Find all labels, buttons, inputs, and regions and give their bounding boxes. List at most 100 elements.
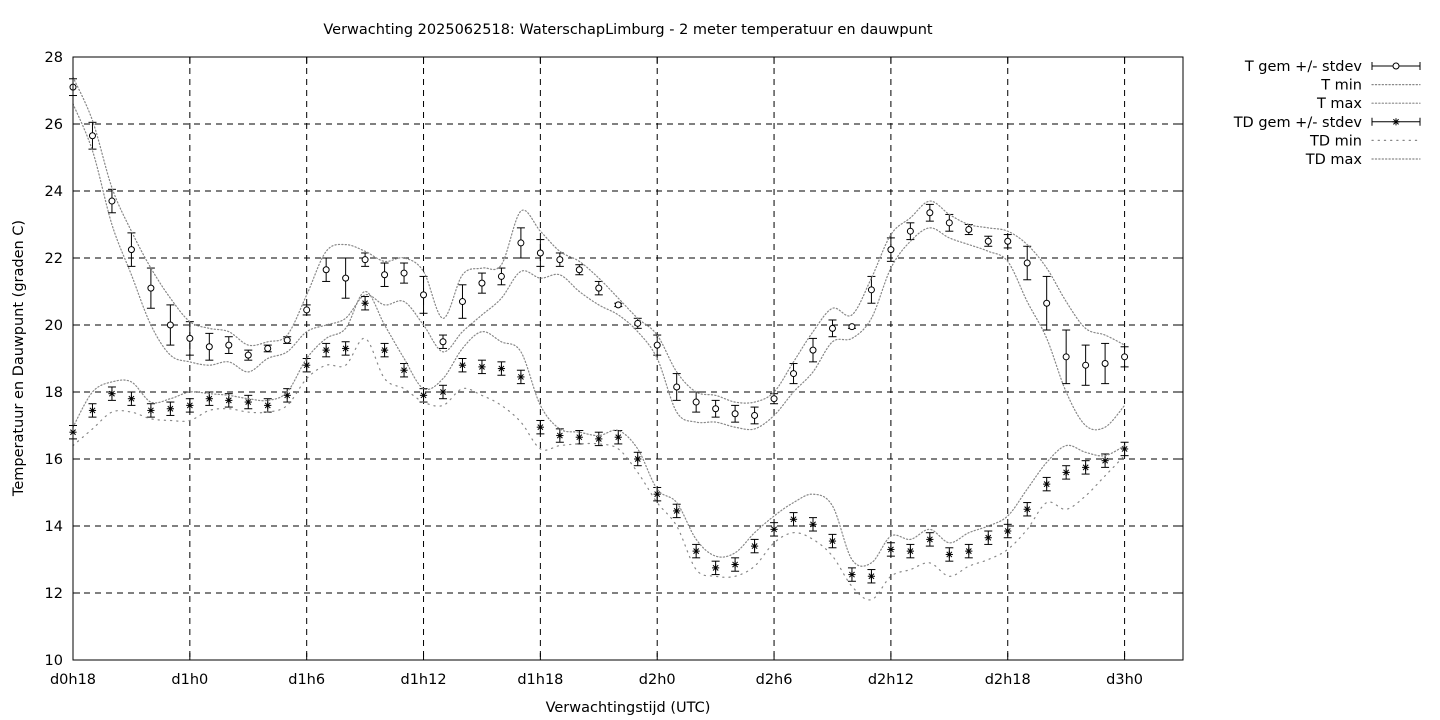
- data-point: [906, 227, 914, 235]
- data-point: [536, 249, 544, 257]
- star-stroke: [167, 405, 174, 412]
- data-point: [127, 246, 135, 254]
- data-point: [984, 534, 992, 542]
- y-tick-label: 10: [45, 653, 63, 669]
- star-stroke: [342, 345, 349, 352]
- data-point: [926, 209, 934, 217]
- star-stroke: [595, 435, 602, 442]
- star-stroke: [128, 395, 135, 402]
- data-point: [342, 274, 350, 282]
- data-point: [1023, 505, 1031, 513]
- y-tick-label: 12: [45, 586, 63, 602]
- data-point: [1082, 463, 1090, 471]
- data-point: [381, 271, 389, 279]
- data-point: [692, 547, 700, 555]
- legend: T gem +/- stdev T min T max TD gem +/- stde…: [1233, 59, 1421, 168]
- data-point: [458, 298, 466, 306]
- plot-frame: [72, 56, 1184, 661]
- data-point: [595, 435, 603, 443]
- data-point: [322, 346, 330, 354]
- star-stroke: [264, 402, 271, 409]
- data-point: [283, 336, 291, 344]
- x-tick-label: d2h6: [756, 672, 793, 688]
- data-point: [186, 334, 194, 342]
- data-point: [828, 537, 837, 545]
- legend-marker: [1392, 118, 1400, 126]
- star-stroke: [284, 392, 291, 399]
- data-point: [478, 279, 486, 287]
- star-stroke: [712, 564, 719, 571]
- data-point: [322, 266, 330, 274]
- star-stroke: [1043, 481, 1050, 488]
- data-point: [673, 507, 681, 515]
- data-point: [789, 515, 798, 523]
- legend-label: TD gem +/- stdev: [1233, 115, 1363, 131]
- y-tick-label: 16: [45, 452, 63, 468]
- star-stroke: [440, 389, 446, 395]
- data-point: [497, 364, 506, 373]
- data-point: [303, 306, 311, 314]
- star-stroke: [926, 536, 933, 543]
- data-point: [458, 361, 467, 369]
- data-point: [1101, 457, 1109, 465]
- star-stroke: [907, 548, 914, 555]
- x-tick-label: d2h12: [868, 672, 914, 688]
- series-td-min: [72, 337, 1126, 601]
- data-point: [439, 388, 447, 396]
- y-tick-label: 20: [45, 318, 63, 334]
- data-point: [614, 433, 622, 441]
- data-point: [575, 266, 583, 274]
- data-point: [828, 324, 836, 332]
- star-stroke: [810, 521, 816, 528]
- star-stroke: [420, 392, 427, 399]
- x-tick-label: d1h0: [171, 672, 208, 688]
- star-stroke: [401, 367, 408, 374]
- data-point: [264, 344, 272, 352]
- data-point: [1101, 360, 1109, 368]
- x-tick-label: d1h6: [288, 672, 325, 688]
- data-point: [906, 547, 914, 555]
- x-tick-label: d1h18: [517, 672, 563, 688]
- star-stroke: [693, 548, 700, 555]
- data-point: [790, 370, 798, 378]
- data-point: [1121, 353, 1129, 361]
- data-point: [945, 550, 953, 559]
- legend-label: T max: [1316, 96, 1362, 112]
- series-layer: [69, 76, 1129, 601]
- data-point: [420, 291, 428, 299]
- data-point: [517, 239, 525, 247]
- data-point: [419, 391, 428, 399]
- star-stroke: [323, 347, 330, 354]
- star-stroke: [206, 395, 213, 402]
- data-point: [653, 490, 661, 498]
- data-point: [517, 373, 525, 381]
- data-point: [303, 361, 311, 369]
- data-point: [731, 560, 739, 569]
- star-stroke: [1102, 457, 1109, 464]
- y-tick-label: 24: [45, 184, 63, 200]
- data-point: [653, 341, 661, 349]
- data-point: [361, 256, 369, 264]
- y-axis-label: Temperatuur en Dauwpunt (graden C): [11, 220, 27, 497]
- data-point: [244, 351, 252, 359]
- data-point: [88, 132, 96, 140]
- star-stroke: [751, 543, 758, 550]
- data-point: [614, 301, 622, 309]
- y-tick-label: 14: [45, 519, 63, 535]
- data-point: [965, 547, 973, 555]
- data-point: [634, 455, 642, 463]
- star-stroke: [965, 548, 972, 555]
- data-point: [965, 226, 973, 234]
- star-stroke: [186, 402, 193, 409]
- data-point: [166, 321, 174, 329]
- star-stroke: [848, 571, 855, 578]
- series-t-gem-stdev: [69, 78, 1129, 425]
- x-tick-label: d2h18: [985, 672, 1031, 688]
- star-stroke: [771, 526, 778, 533]
- data-point: [770, 395, 778, 403]
- data-point: [205, 395, 213, 403]
- series-t-max: [72, 76, 1126, 404]
- data-point: [1043, 480, 1051, 488]
- data-point: [1043, 299, 1051, 307]
- data-point: [205, 343, 213, 351]
